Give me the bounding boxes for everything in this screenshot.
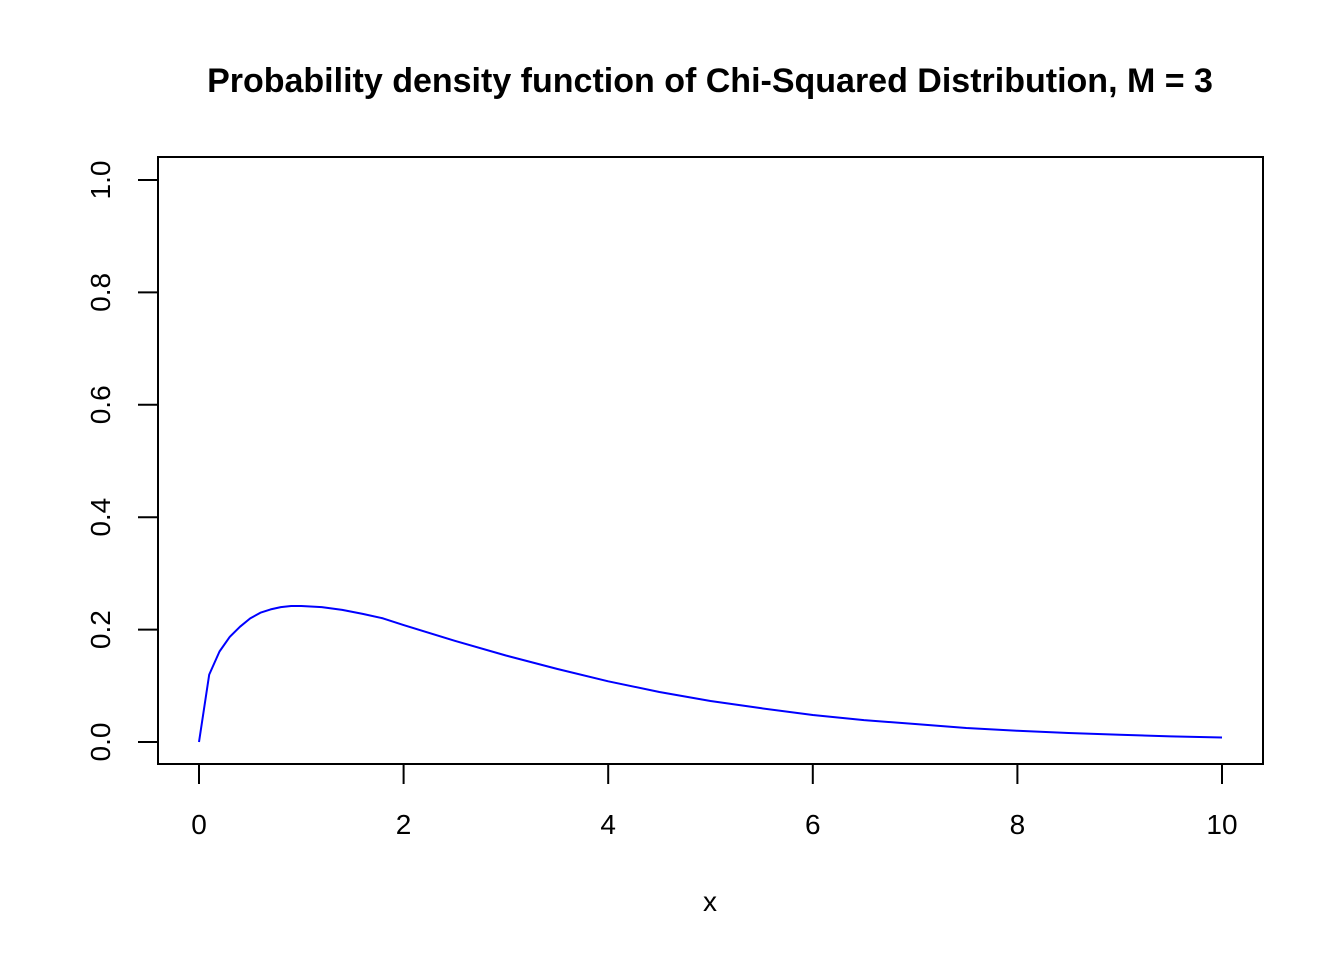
y-axis: 0.0 0.2 0.4 0.6 0.8 1.0 [85, 161, 159, 762]
chart-title: Probability density function of Chi-Squa… [207, 62, 1213, 100]
y-tick-label: 0.6 [85, 385, 116, 424]
series-layer [198, 605, 1223, 743]
x-tick-label: 8 [1010, 809, 1026, 840]
density-curve [198, 605, 1223, 743]
y-tick-label: 0.4 [85, 498, 116, 537]
y-tick-label: 0.8 [85, 273, 116, 312]
x-tick-label: 10 [1206, 809, 1237, 840]
y-tick-label: 0.0 [85, 723, 116, 762]
x-tick-label: 6 [805, 809, 821, 840]
y-tick-label: 0.2 [85, 610, 116, 649]
x-tick-label: 0 [191, 809, 207, 840]
y-tick-label: 1.0 [85, 161, 116, 200]
x-axis: 0 2 4 6 8 10 [191, 763, 1238, 840]
plot-frame [157, 156, 1264, 765]
x-axis-label: x [703, 886, 717, 917]
x-tick-label: 4 [600, 809, 616, 840]
x-tick-label: 2 [396, 809, 412, 840]
